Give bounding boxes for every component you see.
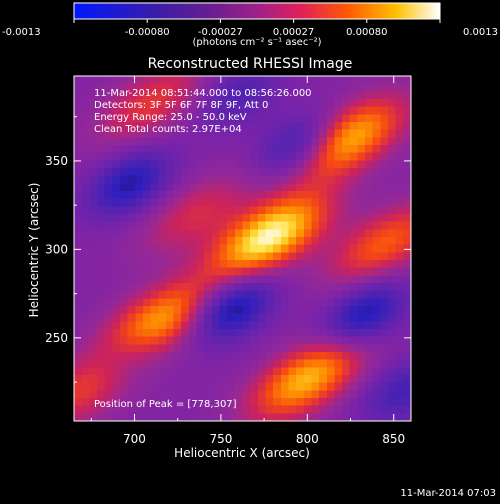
colorbar-tick-label: -0.00080 — [125, 27, 170, 38]
colorbar-tick-label: -0.00027 — [198, 27, 243, 38]
y-axis-label: Heliocentric Y (arcsec) — [27, 183, 41, 318]
info-energy-range: Energy Range: 25.0 - 50.0 keV — [94, 112, 247, 123]
plot-frame — [73, 75, 412, 422]
x-tick-label: 800 — [296, 432, 319, 446]
colorbar-units: (photons cm⁻² s⁻¹ asec⁻²) — [192, 37, 321, 48]
y-tick-label: 250 — [45, 331, 68, 345]
heatmap — [74, 76, 411, 421]
x-tick-label: 850 — [382, 432, 405, 446]
colorbar-tick-label: -0.0013 — [2, 27, 41, 38]
colorbar-tick-label: 0.00080 — [346, 27, 387, 38]
x-tick-label: 750 — [209, 432, 232, 446]
info-time-range: 11-Mar-2014 08:51:44.000 to 08:56:26.000 — [94, 88, 312, 99]
y-tick-label: 300 — [45, 242, 68, 256]
x-axis-label: Heliocentric X (arcsec) — [174, 446, 310, 460]
x-tick-label: 700 — [123, 432, 146, 446]
axis-ticks: 700 750 800 850 250 300 350 — [45, 76, 411, 446]
peak-position-label: Position of Peak = [778,307] — [94, 399, 237, 410]
colorbar — [73, 2, 441, 20]
info-clean-counts: Clean Total counts: 2.97E+04 — [94, 124, 242, 135]
colorbar-tick-label: 0.00027 — [273, 27, 314, 38]
colorbar-tick-label: 0.0013 — [463, 27, 498, 38]
info-detectors: Detectors: 3F 5F 6F 7F 8F 9F, Att 0 — [94, 100, 268, 111]
chart-title: Reconstructed RHESSI Image — [148, 56, 353, 72]
footer-timestamp: 11-Mar-2014 07:03 — [400, 488, 496, 499]
y-tick-label: 350 — [45, 154, 68, 168]
colorbar-ticks: -0.0013 -0.00080 -0.00027 0.00027 0.00080 0.0… — [2, 19, 498, 38]
heatmap-image — [74, 76, 411, 421]
